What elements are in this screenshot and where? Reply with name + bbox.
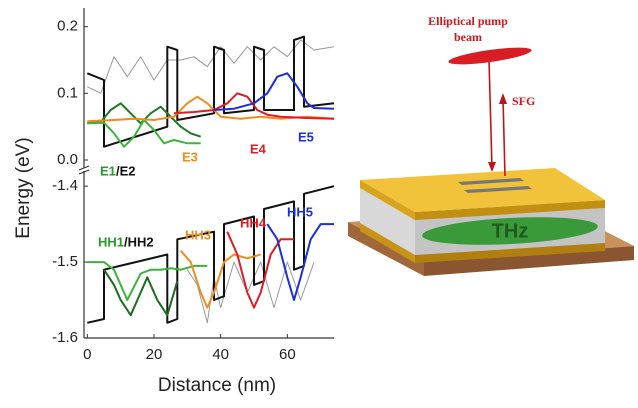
pump-beam	[489, 60, 492, 168]
y-tick-label: 0.2	[57, 18, 78, 35]
sfg-label: SFG	[512, 94, 535, 108]
series-line	[87, 262, 207, 300]
series-line	[267, 224, 334, 300]
annotation: E5	[298, 129, 314, 144]
arrow-head	[488, 162, 496, 172]
annotation: /HH2	[124, 234, 154, 249]
x-tick-label: 0	[83, 346, 91, 363]
x-tick-label: 60	[279, 346, 296, 363]
x-axis-label: Distance (nm)	[158, 375, 276, 396]
pump-label: Elliptical pump	[428, 14, 508, 28]
y-tick-label: -1.4	[52, 177, 78, 194]
y-axis-label: Energy (eV)	[13, 137, 34, 238]
device-diagram: THz Elliptical pump beam SFG	[348, 14, 634, 276]
series-line	[181, 251, 261, 308]
annotation: E3	[182, 149, 198, 164]
annotation: /E2	[116, 163, 136, 178]
thz-label: THz	[492, 220, 529, 242]
annotation: HH4	[240, 215, 267, 230]
y-tick-label: 0.0	[57, 151, 78, 168]
energy-plot: 0.0 0.1 0.2 Energy (eV) E1/E2 E3 E4 E5 -1.4 -1.5 -…	[13, 8, 334, 396]
y-tick-label: -1.6	[52, 329, 78, 346]
annotation: E1	[100, 163, 116, 178]
x-tick-label: 40	[212, 346, 229, 363]
y-tick-label: 0.1	[57, 84, 78, 101]
pump-spot	[448, 44, 533, 68]
arrow-head	[499, 93, 507, 104]
series-line	[87, 37, 334, 147]
annotation: HH3	[185, 227, 211, 242]
figure: THz Elliptical pump beam SFG 0.0 0.1 0.2 En…	[0, 0, 638, 408]
annotation: HH5	[287, 204, 313, 219]
x-tick-label: 20	[146, 346, 163, 363]
y-tick-label: -1.5	[52, 253, 78, 270]
sfg-beam	[503, 98, 505, 176]
pump-label: beam	[454, 30, 482, 44]
series-line	[187, 262, 314, 323]
annotation: HH1	[98, 234, 124, 249]
annotation: E4	[250, 141, 267, 156]
